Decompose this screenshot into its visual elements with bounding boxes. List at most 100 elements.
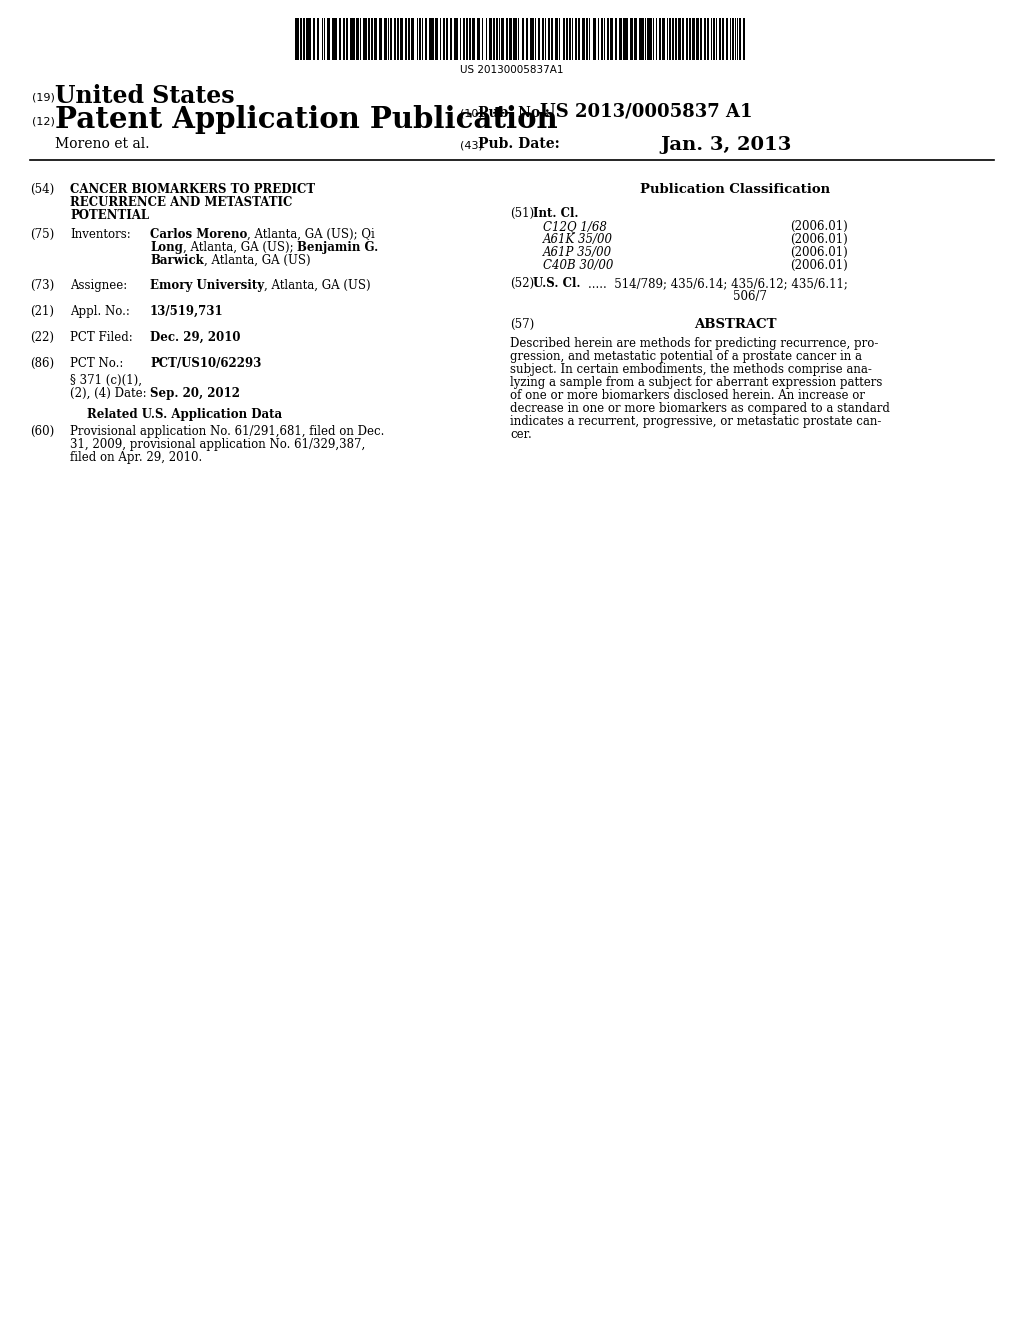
Bar (678, 18, 681, 59)
Bar (542, 18, 544, 59)
Text: (12): (12) (32, 116, 55, 125)
Bar (411, 18, 414, 59)
Text: , Atlanta, GA (US): , Atlanta, GA (US) (204, 253, 310, 267)
Text: , Atlanta, GA (US): , Atlanta, GA (US) (264, 279, 371, 292)
Text: (43): (43) (460, 140, 483, 150)
Text: C12Q 1/68: C12Q 1/68 (543, 220, 607, 234)
Bar (692, 18, 694, 59)
Bar (390, 18, 392, 59)
Text: PCT Filed:: PCT Filed: (70, 331, 133, 345)
Bar (443, 18, 445, 59)
Bar (548, 18, 550, 59)
Bar (695, 18, 698, 59)
Text: US 20130005837A1: US 20130005837A1 (460, 65, 564, 75)
Text: , Atlanta, GA (US);: , Atlanta, GA (US); (183, 242, 297, 253)
Text: Long: Long (150, 242, 183, 253)
Bar (593, 18, 596, 59)
Text: US 2013/0005837 A1: US 2013/0005837 A1 (540, 103, 753, 121)
Text: Publication Classification: Publication Classification (640, 183, 830, 195)
Bar (652, 18, 654, 59)
Bar (406, 18, 407, 59)
Bar (435, 18, 438, 59)
Text: CANCER BIOMARKERS TO PREDICT: CANCER BIOMARKERS TO PREDICT (70, 183, 315, 195)
Bar (555, 18, 557, 59)
Text: (52): (52) (510, 277, 535, 290)
Bar (700, 18, 702, 59)
Bar (623, 18, 628, 59)
Bar (703, 18, 706, 59)
Bar (719, 18, 721, 59)
Bar (732, 18, 733, 59)
Bar (345, 18, 347, 59)
Text: 506/7: 506/7 (733, 290, 767, 304)
Bar (324, 18, 325, 59)
Bar (300, 18, 301, 59)
Bar (476, 18, 479, 59)
Text: (22): (22) (30, 331, 54, 345)
Bar (615, 18, 617, 59)
Text: RECURRENCE AND METASTATIC: RECURRENCE AND METASTATIC (70, 195, 293, 209)
Bar (384, 18, 386, 59)
Bar (306, 18, 311, 59)
Bar (397, 18, 399, 59)
Bar (618, 18, 622, 59)
Bar (743, 18, 745, 59)
Bar (425, 18, 427, 59)
Bar (295, 18, 299, 59)
Bar (686, 18, 687, 59)
Bar (662, 18, 665, 59)
Bar (729, 18, 731, 59)
Text: Patent Application Publication: Patent Application Publication (55, 106, 558, 135)
Bar (339, 18, 341, 59)
Text: Benjamin G.: Benjamin G. (297, 242, 379, 253)
Text: Sep. 20, 2012: Sep. 20, 2012 (150, 387, 240, 400)
Bar (736, 18, 738, 59)
Bar (603, 18, 605, 59)
Bar (725, 18, 728, 59)
Bar (630, 18, 633, 59)
Text: Inventors:: Inventors: (70, 228, 131, 242)
Bar (739, 18, 741, 59)
Text: Pub. Date:: Pub. Date: (478, 137, 560, 150)
Bar (439, 18, 441, 59)
Bar (586, 18, 588, 59)
Bar (374, 18, 377, 59)
Text: Related U.S. Application Data: Related U.S. Application Data (87, 408, 283, 421)
Text: Emory University: Emory University (150, 279, 264, 292)
Text: § 371 (c)(1),: § 371 (c)(1), (70, 374, 142, 387)
Text: cer.: cer. (510, 428, 531, 441)
Text: Assignee:: Assignee: (70, 279, 127, 292)
Text: (21): (21) (30, 305, 54, 318)
Text: indicates a recurrent, progressive, or metastatic prostate can-: indicates a recurrent, progressive, or m… (510, 414, 882, 428)
Bar (368, 18, 370, 59)
Bar (408, 18, 410, 59)
Text: Barwick: Barwick (150, 253, 204, 267)
Bar (393, 18, 396, 59)
Bar (387, 18, 389, 59)
Text: PCT/US10/62293: PCT/US10/62293 (150, 356, 261, 370)
Bar (551, 18, 553, 59)
Text: Dec. 29, 2010: Dec. 29, 2010 (150, 331, 241, 345)
Bar (400, 18, 402, 59)
Text: Moreno et al.: Moreno et al. (55, 137, 150, 150)
Bar (417, 18, 418, 59)
Bar (460, 18, 461, 59)
Text: gression, and metastatic potential of a prostate cancer in a: gression, and metastatic potential of a … (510, 350, 862, 363)
Bar (506, 18, 508, 59)
Bar (582, 18, 585, 59)
Text: (2006.01): (2006.01) (790, 259, 848, 272)
Text: (10): (10) (460, 110, 482, 119)
Bar (485, 18, 487, 59)
Text: Provisional application No. 61/291,681, filed on Dec.: Provisional application No. 61/291,681, … (70, 425, 384, 438)
Bar (419, 18, 421, 59)
Bar (529, 18, 534, 59)
Bar (463, 18, 465, 59)
Text: (2006.01): (2006.01) (790, 246, 848, 259)
Text: (75): (75) (30, 228, 54, 242)
Bar (716, 18, 717, 59)
Text: (73): (73) (30, 279, 54, 292)
Bar (713, 18, 715, 59)
Bar (356, 18, 358, 59)
Text: Described herein are methods for predicting recurrence, pro-: Described herein are methods for predict… (510, 337, 879, 350)
Text: United States: United States (55, 84, 234, 108)
